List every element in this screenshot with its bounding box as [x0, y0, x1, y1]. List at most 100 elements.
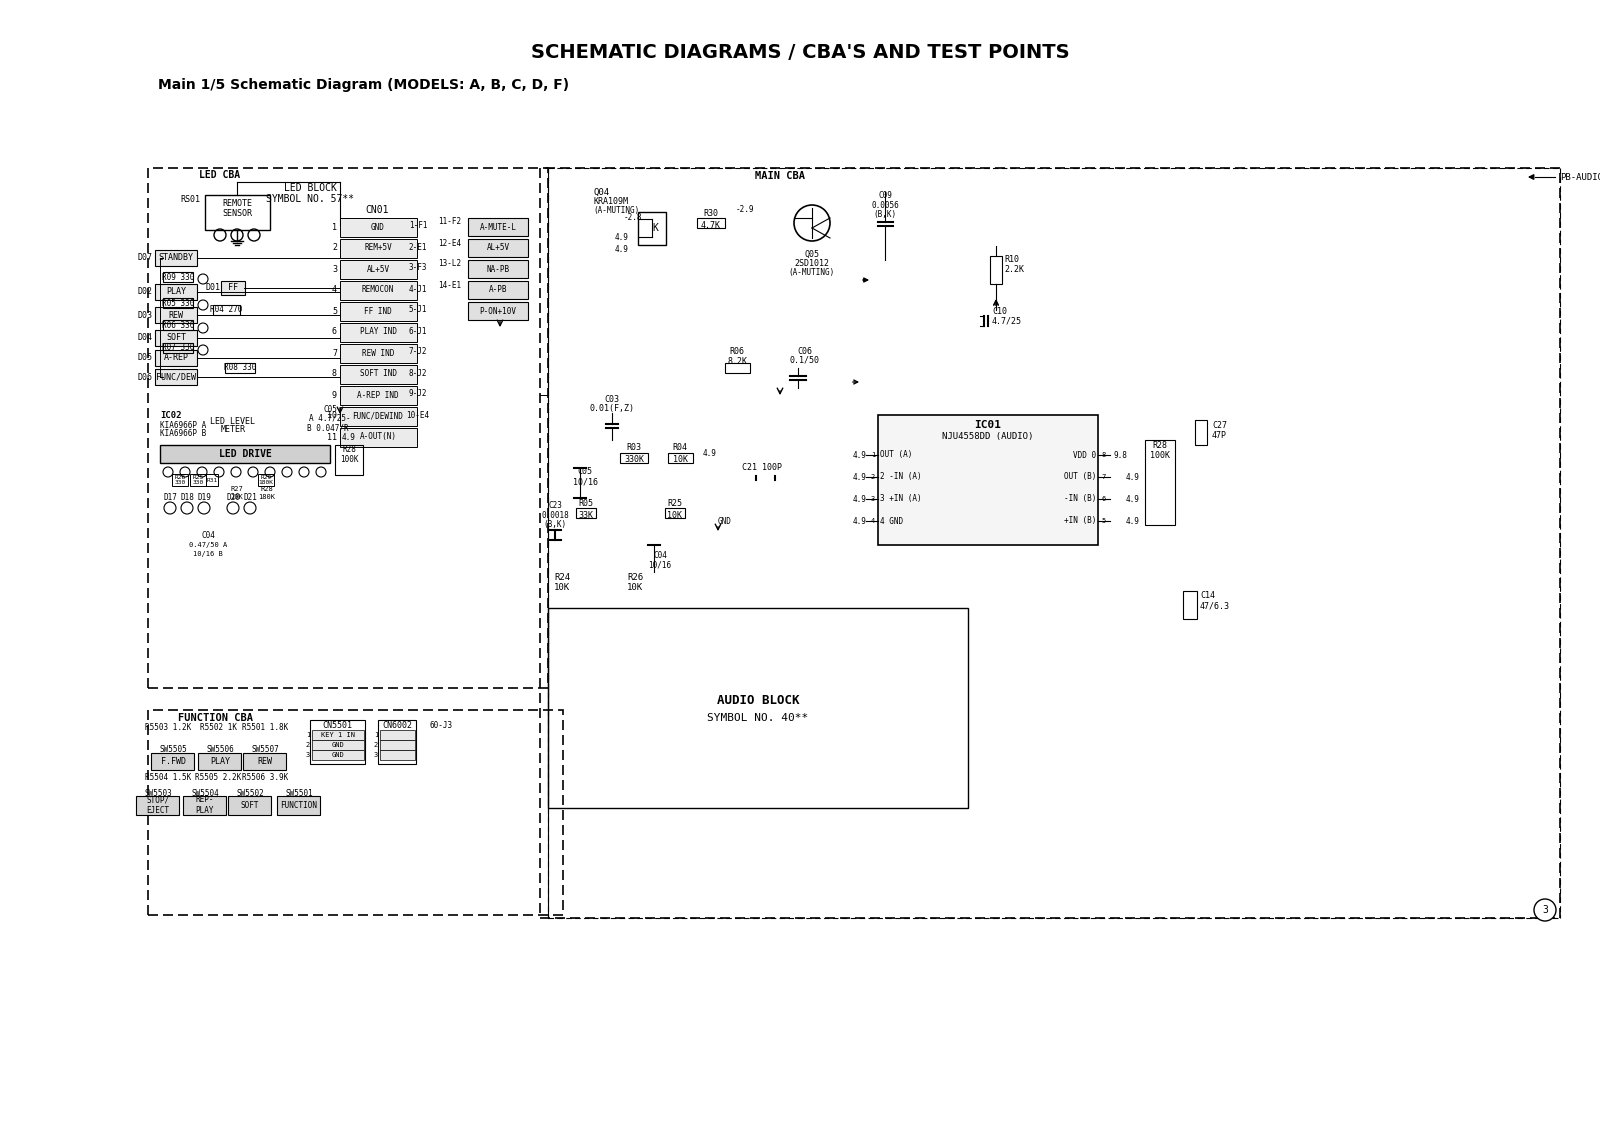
- Text: LED BLOCK: LED BLOCK: [283, 184, 336, 193]
- Text: D17: D17: [163, 492, 178, 501]
- Text: FUNC/DEWIND: FUNC/DEWIND: [352, 411, 403, 420]
- Text: 2: 2: [333, 243, 338, 252]
- Text: 4.9: 4.9: [614, 244, 629, 253]
- Text: R03: R03: [627, 444, 642, 453]
- Text: 2 -IN (A): 2 -IN (A): [880, 473, 922, 482]
- Text: 4-J1: 4-J1: [408, 285, 427, 294]
- Text: A-OUT(N): A-OUT(N): [360, 432, 397, 441]
- Bar: [339, 218, 418, 236]
- Text: KEY 1 IN: KEY 1 IN: [322, 732, 355, 738]
- Text: B 0.047/R-: B 0.047/R-: [307, 423, 354, 432]
- Text: 14-E1: 14-E1: [438, 280, 461, 289]
- Text: GND: GND: [371, 223, 386, 232]
- Bar: [258, 474, 274, 486]
- Text: GND: GND: [331, 742, 344, 748]
- Text: SW5501: SW5501: [285, 788, 314, 797]
- Text: C04: C04: [202, 530, 214, 539]
- Text: AL+5V: AL+5V: [366, 265, 389, 274]
- Text: REW IND: REW IND: [362, 349, 394, 357]
- Text: 2-E1: 2-E1: [408, 242, 427, 251]
- Text: MAIN CBA: MAIN CBA: [755, 171, 805, 181]
- Text: R30: R30: [704, 209, 718, 218]
- Text: Q05: Q05: [805, 250, 819, 259]
- Text: 10K: 10K: [667, 510, 683, 519]
- Text: 9.8: 9.8: [1114, 450, 1126, 459]
- Text: 330K: 330K: [624, 455, 643, 464]
- Text: SW5503: SW5503: [144, 788, 171, 797]
- Text: RS01: RS01: [179, 196, 200, 205]
- Bar: [547, 608, 968, 808]
- Text: 1: 1: [374, 732, 378, 738]
- Text: D01: D01: [205, 284, 221, 293]
- Bar: [147, 711, 563, 915]
- Text: 47/6.3: 47/6.3: [1200, 601, 1230, 610]
- Text: A-REP: A-REP: [163, 354, 189, 363]
- Text: 6-J1: 6-J1: [408, 327, 427, 336]
- Text: NA-PB: NA-PB: [486, 265, 509, 274]
- Bar: [173, 474, 189, 486]
- Text: R04: R04: [672, 444, 688, 453]
- Text: 4: 4: [870, 518, 875, 524]
- Text: PB-AUDIO: PB-AUDIO: [1560, 172, 1600, 181]
- Text: 10: 10: [326, 411, 338, 420]
- Text: SW5504: SW5504: [190, 788, 219, 797]
- Text: Main 1/5 Schematic Diagram (MODELS: A, B, C, D, F): Main 1/5 Schematic Diagram (MODELS: A, B…: [158, 78, 570, 92]
- Text: 2: 2: [870, 474, 875, 480]
- Text: SW5507: SW5507: [251, 745, 278, 754]
- Bar: [576, 508, 595, 518]
- Bar: [339, 365, 418, 384]
- Text: R5503 1.2K: R5503 1.2K: [146, 724, 190, 733]
- Text: 60-J3: 60-J3: [430, 721, 453, 730]
- Text: R25
330: R25 330: [192, 474, 203, 485]
- Text: (A-MUTING): (A-MUTING): [789, 268, 835, 277]
- Text: R28: R28: [342, 446, 355, 455]
- Text: IC02: IC02: [160, 411, 181, 420]
- Bar: [725, 363, 750, 373]
- Bar: [277, 796, 320, 815]
- Text: 6: 6: [1101, 495, 1106, 502]
- Text: C27: C27: [1213, 420, 1227, 429]
- Text: C09: C09: [878, 191, 891, 200]
- Text: LED CBA: LED CBA: [200, 170, 240, 180]
- Text: SCHEMATIC DIAGRAMS / CBA'S AND TEST POINTS: SCHEMATIC DIAGRAMS / CBA'S AND TEST POIN…: [531, 43, 1069, 62]
- Text: R06 330: R06 330: [162, 321, 194, 330]
- Circle shape: [1534, 899, 1555, 921]
- Text: R07 330: R07 330: [162, 343, 194, 352]
- Text: D06: D06: [138, 373, 154, 382]
- Bar: [467, 282, 528, 300]
- Text: 4: 4: [333, 286, 338, 295]
- Text: 5: 5: [1101, 518, 1106, 524]
- Text: 4.7/25: 4.7/25: [992, 316, 1022, 325]
- Text: 9: 9: [333, 391, 338, 400]
- Text: 0.1/50: 0.1/50: [790, 356, 819, 365]
- Text: C05: C05: [578, 467, 592, 476]
- Bar: [206, 474, 218, 486]
- Text: +IN (B): +IN (B): [1064, 517, 1096, 526]
- Text: D05: D05: [138, 354, 154, 363]
- Text: (B,K): (B,K): [544, 519, 566, 528]
- Text: C05: C05: [323, 405, 338, 414]
- Bar: [666, 508, 685, 518]
- Text: 100K: 100K: [339, 456, 358, 465]
- Text: REP-
PLAY: REP- PLAY: [195, 795, 214, 815]
- Text: PLAY: PLAY: [210, 757, 230, 766]
- Text: 4.9: 4.9: [853, 494, 867, 503]
- Text: SOFT: SOFT: [166, 333, 186, 342]
- Text: C04: C04: [653, 551, 667, 560]
- Text: 10K: 10K: [554, 583, 570, 592]
- Text: -2.8: -2.8: [624, 214, 642, 223]
- Text: 4.9: 4.9: [1126, 473, 1139, 482]
- Text: 2.2K: 2.2K: [1005, 266, 1024, 275]
- Text: SOFT: SOFT: [240, 801, 259, 810]
- Bar: [150, 753, 194, 770]
- Text: (B,K): (B,K): [874, 209, 896, 218]
- Text: CN6002: CN6002: [382, 721, 413, 730]
- Text: 5: 5: [333, 306, 338, 315]
- Bar: [339, 406, 418, 426]
- Bar: [160, 445, 330, 463]
- Text: SW5505: SW5505: [158, 745, 187, 754]
- Text: AL+5V: AL+5V: [486, 243, 509, 252]
- Text: 5-J1: 5-J1: [408, 305, 427, 314]
- Text: 1: 1: [333, 223, 338, 232]
- Text: 2: 2: [374, 742, 378, 748]
